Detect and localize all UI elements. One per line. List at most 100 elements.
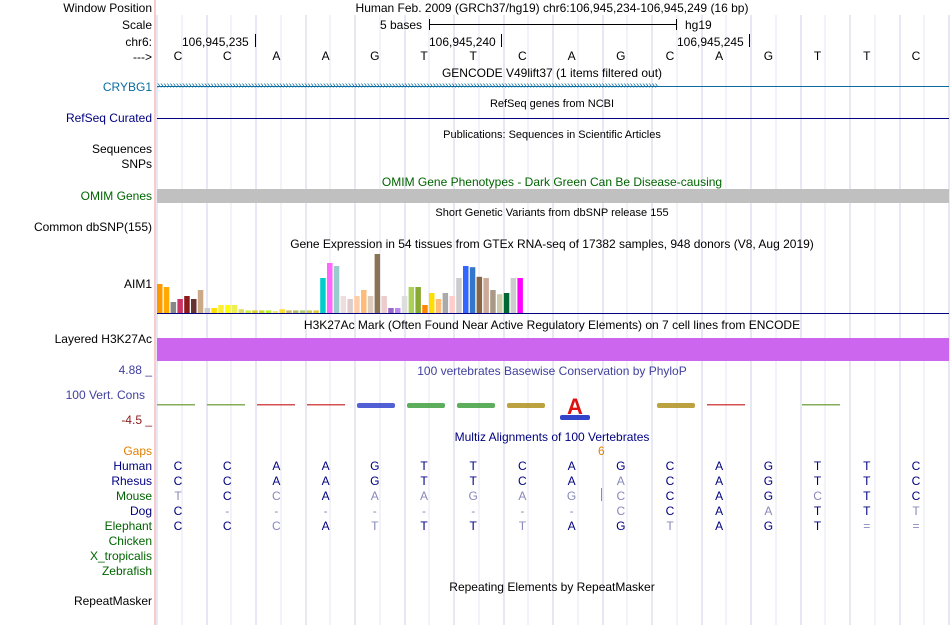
refseq-track-title[interactable]: RefSeq genes from NCBI [489, 98, 615, 110]
ruler-tick-label: 106,945,235 [182, 35, 249, 49]
species-label[interactable]: Dog [129, 504, 152, 518]
scale-text: 5 bases [380, 18, 423, 32]
gtex-tissue-bar [259, 310, 265, 314]
gtex-expression-chart[interactable] [157, 252, 537, 314]
species-label[interactable]: Chicken [108, 534, 152, 548]
aligned-base: A [567, 474, 576, 488]
gtex-tissue-bar [388, 308, 394, 314]
omim-gene-bar[interactable] [157, 189, 949, 203]
aligned-base: T [863, 474, 871, 488]
gtex-tissue-bar [333, 266, 340, 314]
gtex-tissue-bar [442, 293, 449, 314]
sequences-track-label[interactable]: Sequences [91, 142, 152, 156]
gencode-track-title[interactable]: GENCODE V49lift37 (1 items filtered out) [441, 66, 663, 80]
aligned-base: A [321, 519, 330, 533]
gtex-track-title[interactable]: Gene Expression in 54 tissues from GTEx … [290, 237, 814, 251]
gtex-tissue-bar [367, 296, 374, 314]
dna-base: C [173, 49, 183, 63]
aligned-base: G [616, 459, 626, 473]
publications-track-title[interactable]: Publications: Sequences in Scientific Ar… [443, 129, 661, 141]
gtex-tissue-bar [252, 310, 258, 314]
phylop-min-label: -4.5 _ [121, 413, 152, 427]
gap-count: 6 [598, 444, 605, 458]
dna-base: C [911, 49, 921, 63]
aligned-base: A [715, 489, 724, 503]
aligned-base: G [616, 519, 626, 533]
gtex-tissue-bar [354, 296, 360, 314]
assembly-position-title: Human Feb. 2009 (GRCh37/hg19) chr6:106,9… [355, 1, 749, 15]
phylop-track-title[interactable]: 100 vertebrates Basewise Conservation by… [417, 364, 687, 378]
omim-track-title[interactable]: OMIM Gene Phenotypes - Dark Green Can Be… [381, 175, 723, 189]
window-position-label: Window Position [63, 1, 152, 15]
gtex-tissue-bar [163, 287, 170, 314]
aligned-base: C [911, 459, 921, 473]
aligned-base: A [567, 459, 576, 473]
gtex-tissue-bar [170, 302, 177, 314]
aligned-base: C [173, 474, 183, 488]
gtex-tissue-bar [238, 309, 245, 314]
gencode-gene-feature[interactable]: ››››››››››››››››››››››››››››››››››››››››… [157, 81, 949, 93]
aligned-base: T [420, 474, 428, 488]
h3k27ac-track-label[interactable]: Layered H3K27Ac [54, 332, 152, 346]
phylop-glyph [407, 403, 445, 408]
gtex-gene-label[interactable]: AIM1 [123, 277, 152, 291]
h3k27ac-track-title[interactable]: H3K27Ac Mark (Often Found Near Active Re… [303, 318, 801, 332]
aligned-base: C [222, 474, 232, 488]
phylop-glyph [257, 404, 295, 406]
gtex-tissue-bar [490, 290, 496, 314]
dna-base: G [370, 49, 380, 63]
gtex-tissue-bar [483, 278, 489, 314]
refseq-gene-line[interactable] [157, 118, 949, 119]
snps-track-label[interactable]: SNPs [121, 157, 152, 171]
aligned-base: C [665, 489, 675, 503]
multiz-track-title[interactable]: Multiz Alignments of 100 Vertebrates [454, 430, 650, 444]
phylop-track-label[interactable]: 100 Vert. Cons [65, 388, 145, 402]
gtex-tissue-bar [293, 310, 299, 314]
aligned-base: A [321, 489, 330, 503]
ruler-tick-label: 106,945,240 [429, 35, 496, 49]
gtex-tissue-bar [503, 293, 510, 314]
gtex-tissue-bar [225, 305, 231, 314]
aligned-base: T [863, 504, 871, 518]
aligned-base: C [616, 504, 626, 518]
repeatmasker-track-label[interactable]: RepeatMasker [73, 594, 152, 608]
dna-base: C [665, 49, 675, 63]
aligned-base: C [518, 474, 527, 488]
dbsnp-track-label[interactable]: Common dbSNP(155) [33, 220, 152, 234]
h3k27ac-signal-bar[interactable] [157, 338, 949, 361]
aligned-base: - [323, 504, 328, 518]
dbsnp-track-title[interactable]: Short Genetic Variants from dbSNP releas… [435, 207, 669, 219]
ruler-tick-label: 106,945,245 [677, 35, 744, 49]
aligned-base: C [272, 519, 281, 533]
species-label[interactable]: Mouse [115, 489, 152, 503]
gtex-tissue-bar [401, 296, 408, 314]
phylop-conservation-logo[interactable]: A [157, 395, 949, 425]
omim-track-label[interactable]: OMIM Genes [80, 189, 152, 203]
species-label[interactable]: X_tropicalis [89, 549, 152, 563]
ruler-tick [749, 34, 750, 47]
dna-base: T [469, 49, 477, 63]
repeatmasker-track-title[interactable]: Repeating Elements by RepeatMasker [449, 580, 655, 594]
aligned-base: T [813, 459, 822, 473]
gtex-tissue-bar [184, 296, 190, 314]
phylop-glyph [457, 403, 495, 408]
phylop-max-label: 4.88 _ [118, 363, 152, 377]
gtex-tissue-bar [211, 308, 217, 314]
species-label[interactable]: Zebrafish [101, 564, 152, 578]
dna-base: C [222, 49, 232, 63]
gtex-tissue-bar [347, 299, 353, 314]
scale-label: Scale [121, 18, 152, 32]
species-label[interactable]: Elephant [104, 519, 152, 533]
aligned-base: T [813, 474, 822, 488]
species-label[interactable]: Rhesus [111, 474, 152, 488]
gencode-gene-label[interactable]: CRYBG1 [102, 80, 152, 94]
species-label[interactable]: Human [113, 459, 152, 473]
aligned-base: A [518, 489, 527, 503]
gtex-tissue-bar [272, 311, 279, 314]
gtex-tissue-bar [313, 310, 319, 314]
refseq-track-label[interactable]: RefSeq Curated [65, 111, 152, 125]
gaps-label[interactable]: Gaps [123, 444, 152, 458]
aligned-base: - [372, 504, 377, 518]
aligned-base: T [469, 474, 477, 488]
ruler-tick [255, 34, 256, 47]
